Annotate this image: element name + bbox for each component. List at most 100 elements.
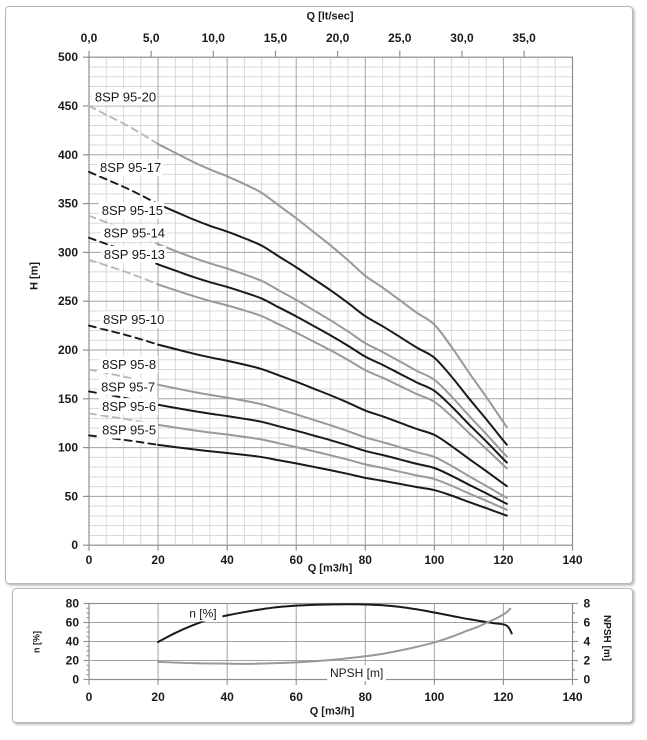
- curve-8sp-95-5: [157, 443, 508, 517]
- main-y-tick-label: 200: [58, 343, 78, 357]
- curve-8sp-95-10-dashed: [88, 324, 160, 346]
- efficiency-curve: [157, 603, 513, 643]
- main-x-tick-label: 60: [290, 553, 304, 567]
- main-top-tick-label: 35,0: [512, 31, 536, 45]
- main-x-tick-label: 120: [493, 553, 513, 567]
- npsh-curve-label-bg: [327, 665, 387, 682]
- main-chart: 0,0 5,0 10,0 15,0 20,0 25,0 30,0 35,0 0 20 40 60 80 1…: [58, 31, 583, 567]
- bottom-x-axis-title: Q [m3/h]: [309, 705, 355, 718]
- bottom-y-right-tick-label: 6: [584, 616, 591, 630]
- efficiency-curve-label: n [%]: [189, 606, 216, 620]
- main-y-tick-label: 100: [58, 441, 78, 455]
- curve-label-bg-8sp-95-15: [98, 201, 165, 219]
- main-y-tick-label: 50: [65, 489, 79, 503]
- main-x-tick-label: 100: [424, 553, 444, 567]
- main-top-tick-label: 20,0: [326, 31, 350, 45]
- curve-8sp-95-6: [157, 423, 508, 511]
- efficiency-curve-label-bg: [183, 605, 223, 622]
- bottom-curves: [157, 603, 513, 665]
- bottom-x-tick-label: 120: [493, 690, 513, 704]
- curve-8sp-95-10: [157, 343, 508, 488]
- main-x-tick-label: 0: [86, 553, 93, 567]
- curve-label-bg-8sp-95-20: [91, 88, 158, 106]
- bottom-x-tick-label: 60: [290, 690, 304, 704]
- curve-8sp-95-20-dashed: [88, 105, 160, 146]
- main-y-tick-label: 350: [58, 197, 78, 211]
- bottom-y-left-tick-label: 80: [66, 597, 80, 611]
- npsh-curve-label: NPSH [m]: [330, 666, 383, 680]
- head-curves: [88, 105, 508, 517]
- main-x-tick-label: 140: [562, 553, 582, 567]
- main-y-tick-label: 150: [58, 392, 78, 406]
- curve-8sp-95-8: [157, 383, 508, 499]
- main-x-axis-title: Q [m3/h]: [307, 562, 353, 575]
- main-y-tick-label: 0: [71, 538, 78, 552]
- main-x-tick-label: 40: [220, 553, 234, 567]
- curve-label-8sp-95-15: 8SP 95-15: [102, 203, 163, 218]
- curve-label-bg-8sp-95-7: [98, 378, 157, 396]
- main-top-tick-label: 0,0: [81, 31, 98, 45]
- bottom-y-left-tick-label: 20: [66, 654, 80, 668]
- bottom-y-left-tick-label: 0: [72, 673, 79, 687]
- curve-8sp-95-20: [157, 143, 508, 429]
- curve-8sp-95-15: [157, 243, 508, 458]
- curve-8sp-95-13: [157, 283, 508, 470]
- main-y-axis-title: H [m]: [28, 261, 41, 291]
- curve-8sp-95-6-dashed: [88, 412, 160, 426]
- curve-label-8sp-95-14: 8SP 95-14: [104, 225, 165, 240]
- bottom-y-right-tick-label: 8: [584, 597, 591, 611]
- curve-label-8sp-95-20: 8SP 95-20: [95, 90, 156, 105]
- bottom-y-right-tick-label: 2: [584, 654, 591, 668]
- bottom-y-right-tick-label: 4: [584, 635, 591, 649]
- main-y-tick-label: 300: [58, 245, 78, 259]
- bottom-chart-box: [12, 588, 633, 723]
- curve-label-8sp-95-10: 8SP 95-10: [103, 312, 164, 327]
- main-top-tick-label: 30,0: [450, 31, 474, 45]
- bottom-y-left-tick-label: 60: [66, 616, 80, 630]
- curve-label-bg-8sp-95-5: [99, 421, 158, 439]
- curve-label-bg-8sp-95-17: [97, 158, 163, 176]
- curve-8sp-95-17: [157, 203, 508, 446]
- curve-label-8sp-95-6: 8SP 95-6: [102, 399, 156, 414]
- main-top-axis-title: Q [lt/sec]: [306, 10, 354, 23]
- bottom-x-tick-label: 0: [86, 690, 93, 704]
- curve-label-8sp-95-17: 8SP 95-17: [100, 160, 161, 175]
- main-y-tick-label: 400: [58, 148, 78, 162]
- main-y-tick-label: 500: [58, 50, 78, 64]
- curve-label-bg-8sp-95-14: [100, 224, 167, 242]
- bottom-x-tick-label: 20: [151, 690, 165, 704]
- bottom-x-tick-label: 40: [220, 690, 234, 704]
- main-y-tick-label: 450: [58, 99, 78, 113]
- curve-8sp-95-14: [157, 263, 508, 464]
- main-top-tick-label: 10,0: [202, 31, 226, 45]
- bottom-y-left-axis-title: n [%]: [31, 631, 42, 653]
- curve-8sp-95-17-dashed: [88, 170, 160, 206]
- bottom-curve-labels: n [%] NPSH [m]: [183, 605, 387, 682]
- main-top-tick-label: 5,0: [143, 31, 160, 45]
- main-y-tick-label: 250: [58, 294, 78, 308]
- bottom-x-tick-label: 140: [562, 690, 582, 704]
- curve-8sp-95-7: [157, 403, 508, 505]
- curve-label-bg-8sp-95-10: [100, 311, 166, 329]
- main-x-tick-label: 20: [151, 553, 165, 567]
- curve-8sp-95-13-dashed: [88, 258, 160, 286]
- bottom-x-tick-label: 100: [424, 690, 444, 704]
- curve-label-bg-8sp-95-6: [99, 398, 158, 416]
- main-axis-tick-labels: 0,0 5,0 10,0 15,0 20,0 25,0 30,0 35,0 0 20 40 60 80 1…: [58, 31, 583, 567]
- bottom-axis-ticks: [83, 602, 578, 685]
- bottom-y-right-axis-title: NPSH [m]: [601, 614, 612, 662]
- curve-label-8sp-95-7: 8SP 95-7: [101, 380, 155, 395]
- main-top-tick-label: 25,0: [388, 31, 412, 45]
- curve-label-8sp-95-13: 8SP 95-13: [104, 247, 165, 262]
- curve-label-bg-8sp-95-8: [99, 356, 158, 374]
- bottom-y-left-tick-label: 40: [66, 635, 80, 649]
- curve-label-bg-8sp-95-13: [100, 245, 167, 263]
- npsh-curve: [157, 607, 512, 665]
- head-curve-labels: 8SP 95-20 8SP 95-17 8SP 95-15 8SP 95-14 8SP …: [91, 88, 167, 439]
- curve-label-8sp-95-8: 8SP 95-8: [102, 357, 156, 372]
- main-top-tick-label: 15,0: [264, 31, 288, 45]
